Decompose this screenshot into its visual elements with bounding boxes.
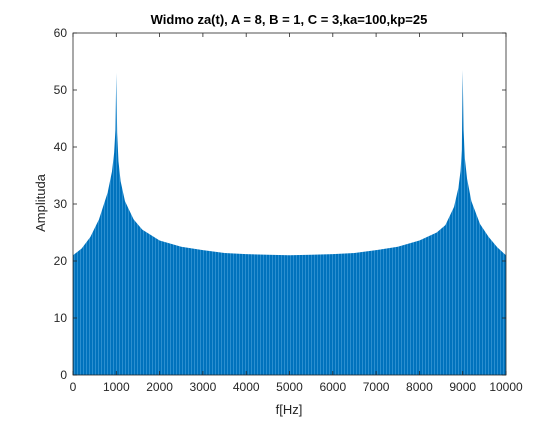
x-tick-label: 3000 — [190, 380, 217, 394]
y-tick-label: 40 — [54, 140, 68, 154]
x-tick-label: 5000 — [276, 380, 303, 394]
x-axis-ticks: 0 1000 2000 3000 4000 5000 6000 7000 8000 9000 100… — [70, 33, 523, 394]
x-tick-label: 0 — [70, 380, 77, 394]
x-tick-label: 9000 — [449, 380, 476, 394]
bars — [73, 70, 506, 375]
x-tick-label: 4000 — [233, 380, 260, 394]
axes-box — [72, 32, 507, 376]
x-tick-label: 6000 — [319, 380, 346, 394]
y-tick-label: 50 — [54, 83, 68, 97]
x-tick-label: 7000 — [363, 380, 390, 394]
x-tick-label: 1000 — [103, 380, 130, 394]
y-tick-label: 60 — [54, 26, 68, 40]
y-tick-label: 20 — [54, 254, 68, 268]
chart-title: Widmo za(t), A = 8, B = 1, C = 3,ka=100,… — [151, 12, 428, 27]
y-axis-label: Amplituda — [33, 173, 48, 232]
x-tick-label: 8000 — [406, 380, 433, 394]
spectrum-bars — [73, 70, 506, 375]
y-tick-label: 30 — [54, 197, 68, 211]
x-axis-label: f[Hz] — [276, 402, 303, 417]
y-axis-ticks: 0 10 20 30 40 50 60 — [54, 26, 506, 382]
x-tick-label: 10000 — [489, 380, 523, 394]
y-tick-label: 0 — [60, 368, 67, 382]
x-tick-label: 2000 — [146, 380, 173, 394]
y-tick-label: 10 — [54, 311, 68, 325]
